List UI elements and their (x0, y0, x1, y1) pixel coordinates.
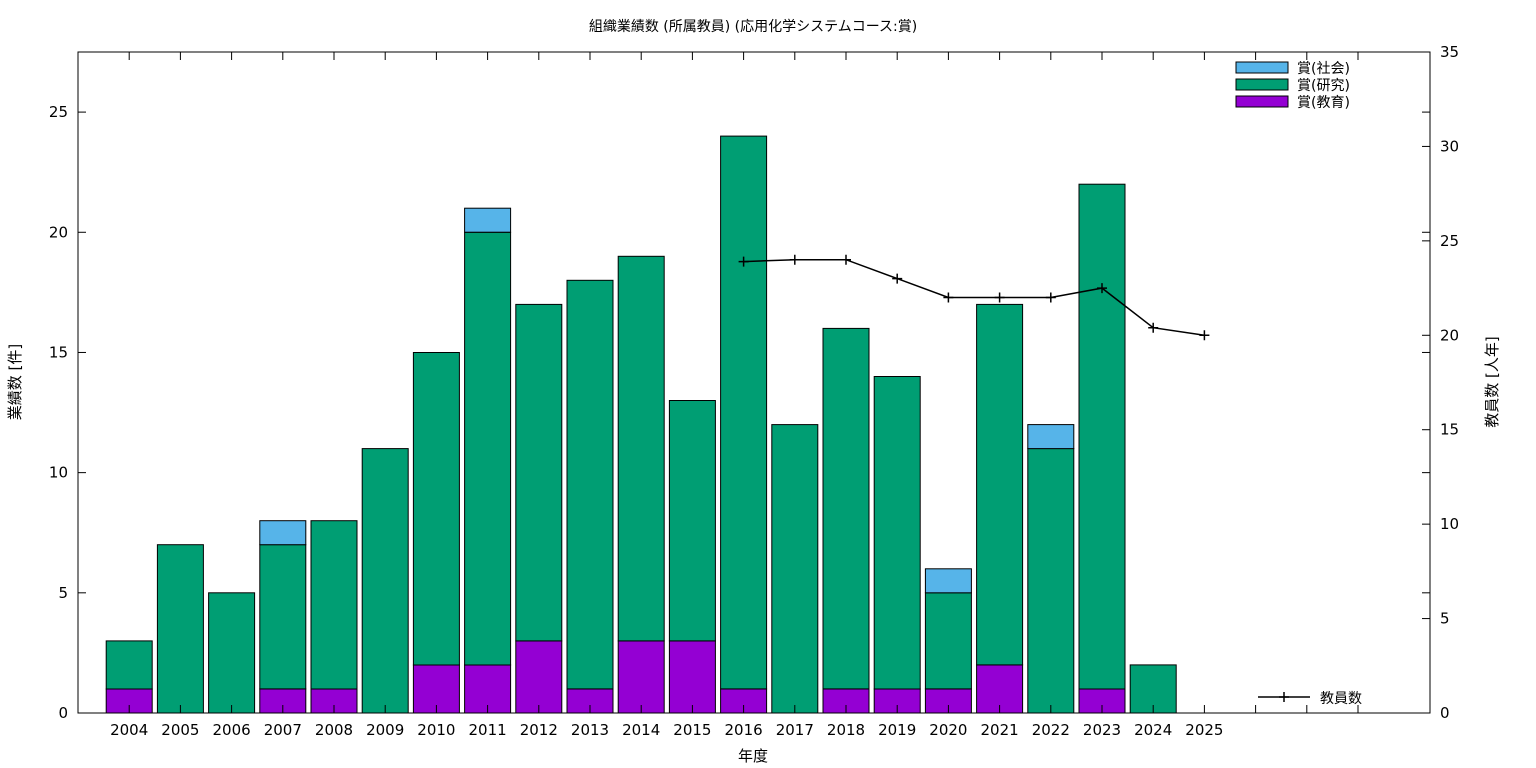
x-tick-label: 2008 (315, 721, 353, 739)
bar-2020-series-1 (924, 592, 972, 690)
x-axis-title: 年度 (738, 747, 768, 765)
bar-2022-series-1 (1027, 448, 1075, 714)
line-point-2024 (1148, 322, 1159, 333)
y2-tick-label: 25 (1440, 232, 1459, 250)
legend-line-marker (1279, 692, 1289, 702)
bar-2021-series-0 (976, 664, 1024, 714)
line-point-2025 (1199, 330, 1210, 341)
y-tick-label: 10 (49, 464, 68, 482)
legend-label-2: 賞(社会) (1297, 61, 1350, 77)
bar-2006-series-1 (208, 592, 256, 714)
legend-swatch-0 (1235, 95, 1289, 108)
line-point-2023 (1097, 283, 1107, 294)
bar-2018-series-1 (822, 327, 870, 690)
bar-2020-series-2 (924, 568, 972, 594)
y-tick-label: 0 (58, 704, 68, 722)
bar-2023-series-1 (1078, 183, 1126, 690)
bar-2015-series-1 (668, 400, 716, 642)
y-tick-label: 15 (49, 343, 68, 361)
line-point-2017 (789, 254, 800, 265)
line-point-2021 (994, 292, 1005, 303)
line-point-2020 (943, 292, 954, 303)
y2-axis-title: 教員数 [人年] (1483, 336, 1501, 427)
x-tick-label: 2013 (571, 721, 609, 739)
x-tick-label: 2023 (1083, 721, 1121, 739)
legend-swatch-1 (1235, 78, 1289, 91)
bar-2011-series-1 (464, 231, 512, 666)
legend-label-0: 賞(教育) (1297, 95, 1350, 111)
y2-tick-label: 10 (1440, 515, 1459, 533)
bar-2022-series-2 (1027, 424, 1075, 450)
bar-2015-series-0 (668, 640, 716, 714)
y2-tick-label: 0 (1440, 704, 1450, 722)
bar-2014-series-0 (617, 640, 665, 714)
bar-2010-series-0 (412, 664, 460, 714)
chart-title: 組織業績数 (所属教員) (応用化学システムコース:賞) (589, 19, 917, 35)
bar-2021-series-1 (976, 303, 1024, 666)
legend-line-label: 教員数 (1320, 691, 1362, 707)
x-tick-label: 2011 (469, 721, 507, 739)
bar-2007-series-2 (259, 520, 307, 546)
x-tick-label: 2009 (366, 721, 404, 739)
legend-label-1: 賞(研究) (1297, 78, 1350, 94)
bar-2005-series-1 (156, 544, 204, 714)
line-point-2022 (1045, 292, 1056, 303)
y-tick-label: 5 (58, 584, 68, 602)
plot-frame (77, 51, 1431, 714)
x-tick-label: 2015 (673, 721, 711, 739)
line-teachers (743, 258, 1205, 337)
x-tick-label: 2019 (878, 721, 916, 739)
y-axis-title: 業績数 [件] (6, 344, 24, 420)
x-tick-label: 2025 (1185, 721, 1223, 739)
x-tick-label: 2010 (417, 721, 455, 739)
y-tick-label: 25 (49, 103, 68, 121)
bar-2007-series-1 (259, 544, 307, 690)
x-tick-label: 2024 (1134, 721, 1172, 739)
bar-2004-series-1 (105, 640, 153, 690)
bar-2008-series-1 (310, 520, 358, 690)
x-tick-label: 2016 (725, 721, 763, 739)
x-tick-label: 2012 (520, 721, 558, 739)
line-point-2016 (738, 256, 749, 267)
x-tick-label: 2021 (981, 721, 1019, 739)
y2-tick-label: 20 (1440, 326, 1459, 344)
legend-swatch-2 (1235, 61, 1289, 74)
bar-2017-series-1 (771, 424, 819, 714)
y2-tick-label: 5 (1440, 610, 1450, 628)
y2-tick-label: 35 (1440, 43, 1459, 61)
x-tick-label: 2017 (776, 721, 814, 739)
x-tick-label: 2022 (1032, 721, 1070, 739)
y2-tick-label: 15 (1440, 421, 1459, 439)
x-tick-label: 2020 (929, 721, 967, 739)
bar-2012-series-1 (515, 303, 563, 642)
bar-2011-series-2 (464, 207, 512, 233)
x-tick-label: 2018 (827, 721, 865, 739)
y2-tick-label: 30 (1440, 137, 1459, 155)
x-tick-label: 2014 (622, 721, 660, 739)
x-tick-label: 2007 (264, 721, 302, 739)
bar-2012-series-0 (515, 640, 563, 714)
bar-2014-series-1 (617, 255, 665, 642)
x-tick-label: 2006 (213, 721, 251, 739)
x-tick-label: 2005 (161, 721, 199, 739)
bar-2019-series-1 (873, 376, 921, 690)
bar-2016-series-1 (720, 135, 768, 690)
bar-2013-series-1 (566, 279, 614, 690)
bar-2010-series-1 (412, 352, 460, 666)
bar-2009-series-1 (361, 448, 409, 714)
line-point-2018 (841, 254, 851, 265)
x-tick-label: 2004 (110, 721, 148, 739)
line-point-2019 (892, 273, 903, 284)
y-tick-label: 20 (49, 223, 68, 241)
